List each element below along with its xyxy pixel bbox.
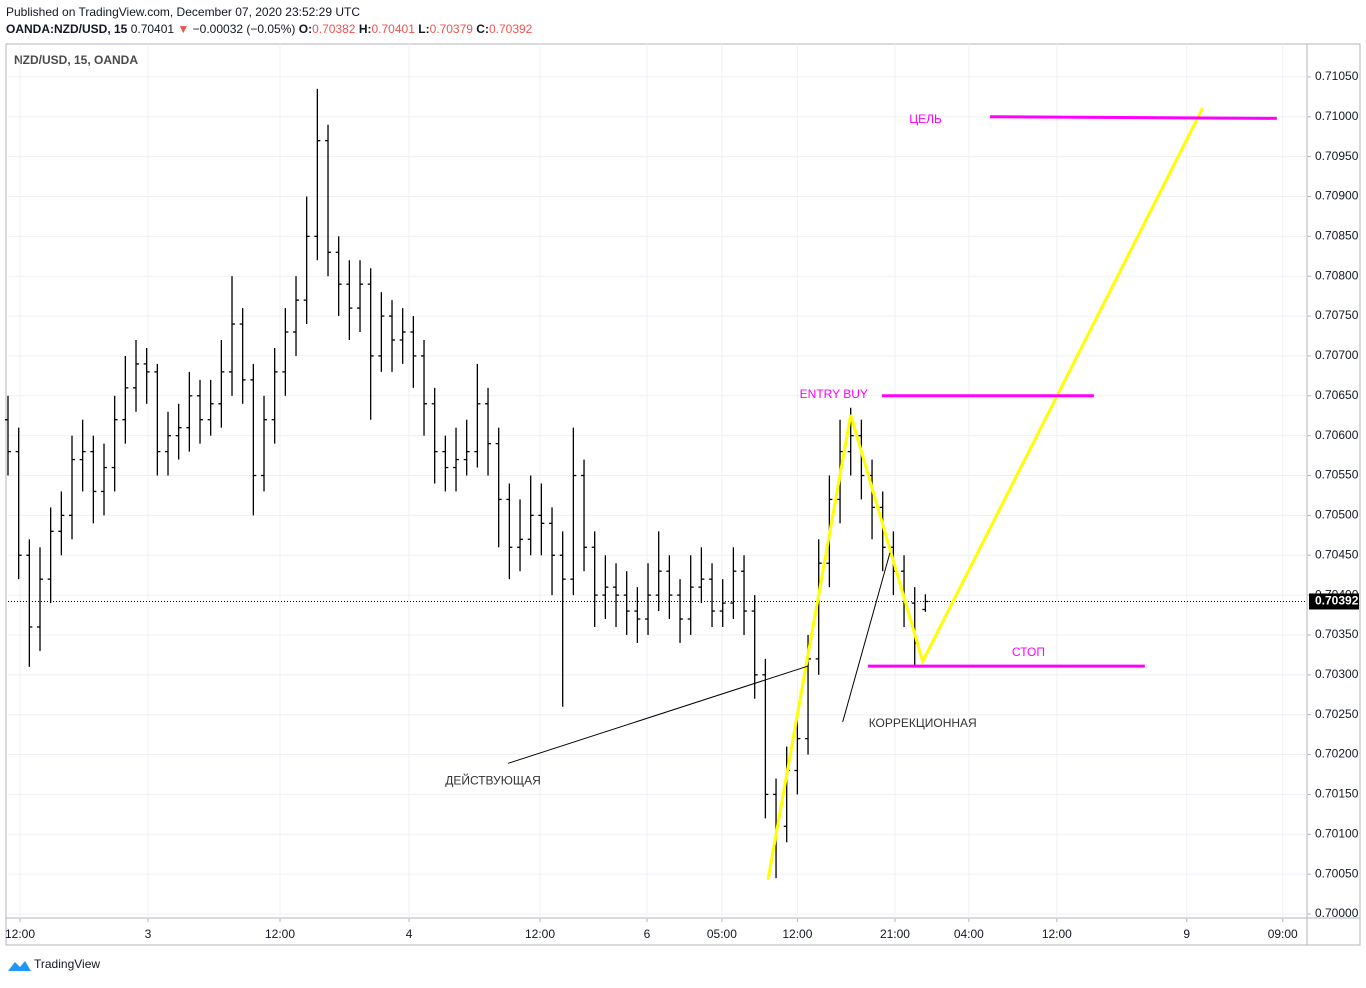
y-tick-label: 0.70900 <box>1315 189 1359 203</box>
x-tick-label: 3 <box>145 927 152 941</box>
y-tick-label: 0.70550 <box>1315 468 1359 482</box>
x-tick-label: 12:00 <box>1042 927 1072 941</box>
y-tick-label: 0.70700 <box>1315 348 1359 362</box>
x-tick-label: 04:00 <box>954 927 984 941</box>
bars <box>5 88 929 879</box>
l-value: 0.70379 <box>430 22 474 36</box>
change: −0.00032 (−0.05%) <box>193 22 296 36</box>
y-tick-label: 0.71050 <box>1315 69 1359 83</box>
x-tick-label: 12:00 <box>782 927 812 941</box>
x-tick-label: 4 <box>406 927 413 941</box>
x-tick-label: 12:00 <box>5 927 35 941</box>
note-label: КОРРЕКЦИОННАЯ <box>869 716 977 730</box>
symbol-line: OANDA:NZD/USD, 15 0.70401 ▼ −0.00032 (−0… <box>6 22 533 36</box>
y-tick-label: 0.70350 <box>1315 627 1359 641</box>
y-tick-label: 0.70100 <box>1315 826 1359 840</box>
y-tick-label: 0.70150 <box>1315 787 1359 801</box>
c-value: 0.70392 <box>489 22 533 36</box>
published: Published on TradingView.com, December 0… <box>6 5 360 19</box>
x-tick-label: 12:00 <box>265 927 295 941</box>
level-line <box>989 115 1277 120</box>
c-label: C: <box>476 22 489 36</box>
l-label: L: <box>418 22 429 36</box>
frame <box>5 43 1361 946</box>
last-price-box <box>1309 593 1359 610</box>
arrow: ▼ <box>177 22 189 36</box>
y-tick-label: 0.70600 <box>1315 428 1359 442</box>
y-tick-label: 0.70450 <box>1315 547 1359 561</box>
x-tick-label: 09:00 <box>1268 927 1298 941</box>
note-line <box>842 552 891 723</box>
y-tick-label: 0.70200 <box>1315 747 1359 761</box>
last: 0.70401 <box>131 22 175 36</box>
note-line <box>507 665 809 764</box>
level-label: СТОП <box>1012 645 1045 659</box>
level-label: ENTRY BUY <box>800 387 868 401</box>
h-value: 0.70401 <box>372 22 416 36</box>
legend-title: NZD/USD, 15, OANDA <box>14 53 138 67</box>
logo <box>8 961 31 971</box>
y-tick-label: 0.70050 <box>1315 866 1359 880</box>
y-tick-label: 0.70000 <box>1315 906 1359 920</box>
x-tick-label: 6 <box>644 927 651 941</box>
wave-path <box>766 107 1205 880</box>
y-tick-label: 0.70950 <box>1315 149 1359 163</box>
h-label: H: <box>359 22 372 36</box>
y-tick-label: 0.70750 <box>1315 308 1359 322</box>
brand: TradingView <box>34 957 100 971</box>
y-tick-label: 0.70300 <box>1315 667 1359 681</box>
last-price-label: 0.70392 <box>1315 594 1359 608</box>
y-tick-label: 0.70250 <box>1315 707 1359 721</box>
o-label: O: <box>299 22 312 36</box>
x-tick-label: 12:00 <box>525 927 555 941</box>
level-label: ЦЕЛЬ <box>909 112 942 126</box>
o-value: 0.70382 <box>312 22 356 36</box>
y-tick-label: 0.70800 <box>1315 268 1359 282</box>
x-tick-label: 05:00 <box>707 927 737 941</box>
y-tick-label: 0.71000 <box>1315 109 1359 123</box>
symbol: OANDA:NZD/USD, 15 <box>6 22 128 36</box>
x-tick-label: 21:00 <box>880 927 910 941</box>
y-tick-label: 0.70850 <box>1315 229 1359 243</box>
note-label: ДЕЙСТВУЮЩАЯ <box>445 773 541 788</box>
x-tick-label: 9 <box>1183 927 1190 941</box>
grid <box>8 44 1307 918</box>
y-tick-label: 0.70650 <box>1315 388 1359 402</box>
footer: TradingView <box>8 957 100 971</box>
y-tick-label: 0.70500 <box>1315 508 1359 522</box>
